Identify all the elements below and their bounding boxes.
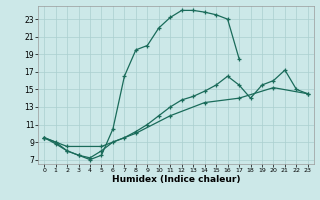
X-axis label: Humidex (Indice chaleur): Humidex (Indice chaleur)	[112, 175, 240, 184]
